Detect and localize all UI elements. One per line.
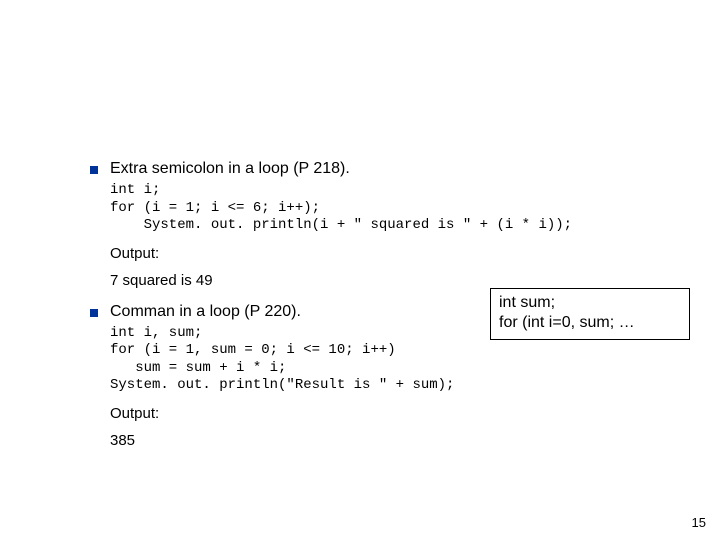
section1-output-label: Output:: [110, 245, 680, 262]
section2-output-label: Output:: [110, 405, 680, 422]
page-number: 15: [692, 515, 706, 530]
callout-line2: for (int i=0, sum; …: [499, 313, 681, 333]
section1-code: int i; for (i = 1; i <= 6; i++); System.…: [110, 182, 680, 235]
bullet-item-1: Extra semicolon in a loop (P 218).: [90, 160, 680, 178]
section1-output-value: 7 squared is 49: [110, 272, 680, 289]
slide-content: Extra semicolon in a loop (P 218). int i…: [0, 0, 720, 449]
section2-heading: Comman in a loop (P 220).: [110, 303, 301, 321]
square-bullet-icon: [90, 166, 98, 174]
callout-line1: int sum;: [499, 293, 681, 313]
square-bullet-icon: [90, 309, 98, 317]
section1-heading: Extra semicolon in a loop (P 218).: [110, 160, 350, 178]
callout-box: int sum; for (int i=0, sum; …: [490, 288, 690, 340]
section2-output-value: 385: [110, 432, 680, 449]
